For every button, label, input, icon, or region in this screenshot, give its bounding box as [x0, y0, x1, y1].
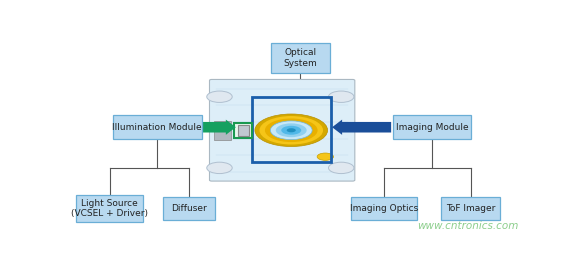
Circle shape — [329, 91, 354, 102]
FancyBboxPatch shape — [214, 121, 231, 140]
FancyBboxPatch shape — [441, 197, 500, 220]
Text: Diffuser: Diffuser — [171, 204, 207, 213]
Text: Imaging Module: Imaging Module — [396, 123, 468, 132]
Circle shape — [255, 114, 328, 147]
FancyBboxPatch shape — [393, 115, 471, 139]
FancyBboxPatch shape — [234, 123, 252, 138]
Polygon shape — [332, 120, 391, 135]
Text: Optical
System: Optical System — [284, 48, 317, 68]
Circle shape — [276, 123, 306, 137]
FancyBboxPatch shape — [76, 195, 143, 222]
FancyBboxPatch shape — [238, 125, 248, 136]
FancyBboxPatch shape — [210, 79, 355, 181]
Circle shape — [317, 153, 333, 160]
FancyBboxPatch shape — [113, 115, 202, 139]
Circle shape — [207, 162, 232, 173]
Text: www.cntronics.com: www.cntronics.com — [417, 221, 519, 231]
Text: Illumination Module: Illumination Module — [113, 123, 202, 132]
Circle shape — [260, 116, 323, 144]
Text: ToF Imager: ToF Imager — [446, 204, 495, 213]
Circle shape — [270, 121, 312, 140]
Circle shape — [207, 91, 232, 102]
FancyBboxPatch shape — [351, 197, 417, 220]
Text: Imaging Optics: Imaging Optics — [350, 204, 418, 213]
FancyBboxPatch shape — [163, 197, 216, 220]
Circle shape — [265, 119, 318, 142]
FancyBboxPatch shape — [271, 43, 330, 73]
Text: Light Source
(VCSEL + Driver): Light Source (VCSEL + Driver) — [71, 199, 148, 218]
Polygon shape — [198, 120, 236, 135]
Circle shape — [287, 128, 296, 132]
Circle shape — [329, 162, 354, 173]
Circle shape — [281, 126, 301, 135]
